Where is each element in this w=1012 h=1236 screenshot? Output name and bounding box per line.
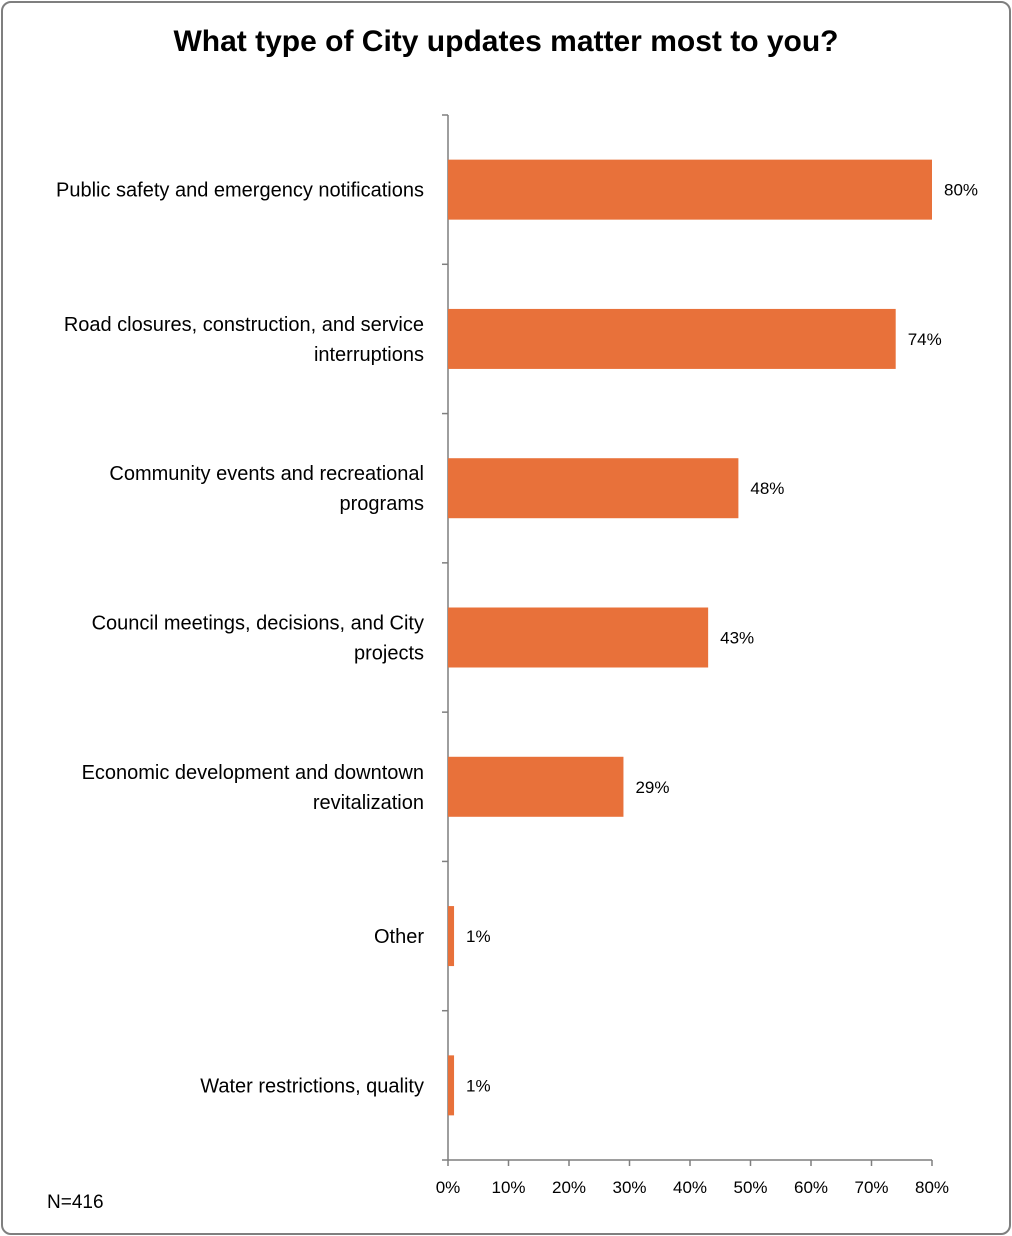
category-label: Council meetings, decisions, and City pro… [92,613,424,665]
category-label: Economic development and downtown revital… [82,762,424,814]
data-label: 80% [944,181,978,200]
bar [448,159,932,220]
plot-area: 0% 10% 20% 30% 40% 50% 60% 70% 80% 80% Public safe… [56,114,978,1197]
category-label: Water restrictions, quality [200,1075,424,1097]
chart-title: What type of City updates matter most to… [173,25,838,58]
x-tick-label: 60% [794,1178,828,1197]
x-tick-label: 80% [915,1178,949,1197]
bar [448,756,624,817]
x-tick-label: 10% [491,1178,525,1197]
category-label: Public safety and emergency notification… [56,180,424,202]
x-tick-label: 40% [673,1178,707,1197]
category-label-line: Council meetings, decisions, and City [92,613,424,635]
data-label: 48% [750,479,784,498]
data-label: 1% [466,1076,491,1095]
category-label-line: Road closures, construction, and service [64,314,424,336]
category-label: Road closures, construction, and service… [64,314,424,366]
bar [448,1055,455,1116]
x-tick-label: 0% [436,1178,461,1197]
data-label: 43% [720,629,754,648]
category-label: Community events and recreational program… [109,463,424,515]
category-label-line: projects [354,643,424,665]
x-tick-label: 20% [552,1178,586,1197]
x-tick-label: 30% [612,1178,646,1197]
x-tick-label: 70% [854,1178,888,1197]
category-label-line: Public safety and emergency notification… [56,180,424,202]
category-label-line: Other [374,926,424,948]
category-label-line: revitalization [313,792,424,814]
bar [448,458,739,519]
data-label: 29% [635,778,669,797]
bar [448,906,455,967]
bar [448,308,896,369]
x-tick-label: 50% [733,1178,767,1197]
category-label-line: Economic development and downtown [82,762,424,784]
data-label: 1% [466,927,491,946]
category-label-line: Water restrictions, quality [200,1075,424,1097]
category-label-line: Community events and recreational [109,463,424,485]
bar [448,607,709,668]
category-label-line: interruptions [314,344,424,366]
category-label: Other [374,926,424,948]
data-label: 74% [908,330,942,349]
category-label-line: programs [340,493,424,515]
sample-size-note: N=416 [47,1192,104,1213]
